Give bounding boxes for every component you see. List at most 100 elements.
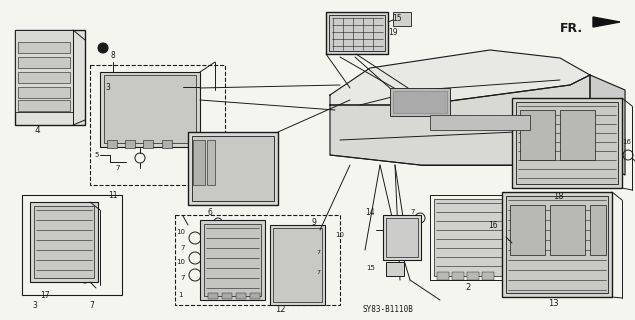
Text: 16: 16 [622, 139, 631, 145]
Circle shape [258, 194, 262, 198]
Circle shape [266, 194, 270, 198]
Text: 15: 15 [392, 13, 402, 22]
Circle shape [234, 146, 238, 150]
Circle shape [234, 178, 238, 182]
Circle shape [226, 186, 230, 190]
Circle shape [266, 154, 270, 158]
Circle shape [210, 178, 214, 182]
Circle shape [218, 162, 222, 166]
Text: 12: 12 [275, 306, 285, 315]
Bar [162, 140, 172, 148]
Bar [236, 293, 246, 299]
Circle shape [218, 146, 222, 150]
Text: 7: 7 [316, 250, 320, 254]
Text: 7: 7 [316, 269, 320, 275]
Bar [18, 42, 70, 53]
Bar [175, 215, 340, 305]
Circle shape [226, 194, 230, 198]
Bar [434, 199, 506, 276]
Bar [250, 293, 260, 299]
Bar [15, 30, 85, 125]
Bar [222, 293, 232, 299]
Circle shape [100, 45, 105, 51]
Text: 4: 4 [34, 125, 40, 134]
Text: 10: 10 [176, 259, 185, 265]
Bar [104, 75, 196, 143]
Circle shape [218, 154, 222, 158]
Circle shape [194, 194, 198, 198]
Circle shape [202, 170, 206, 174]
Bar [452, 272, 464, 280]
Circle shape [234, 186, 238, 190]
Circle shape [194, 138, 198, 142]
Circle shape [242, 186, 246, 190]
Bar [193, 140, 205, 185]
Circle shape [250, 154, 254, 158]
Circle shape [226, 154, 230, 158]
Circle shape [266, 170, 270, 174]
Circle shape [226, 146, 230, 150]
Bar [15, 30, 73, 112]
Text: 3: 3 [105, 83, 110, 92]
Bar [467, 272, 479, 280]
Circle shape [250, 178, 254, 182]
Bar [550, 205, 585, 255]
Polygon shape [330, 75, 590, 165]
Bar [90, 65, 225, 185]
Bar [393, 12, 411, 26]
Circle shape [234, 154, 238, 158]
Circle shape [218, 138, 222, 142]
Circle shape [218, 170, 222, 174]
Bar [512, 98, 622, 188]
Circle shape [210, 194, 214, 198]
Circle shape [242, 138, 246, 142]
Text: 7: 7 [90, 300, 95, 309]
Circle shape [194, 178, 198, 182]
Circle shape [202, 178, 206, 182]
Bar [208, 293, 218, 299]
Bar [560, 110, 595, 160]
Circle shape [202, 194, 206, 198]
Bar [207, 140, 215, 185]
Text: 18: 18 [552, 191, 563, 201]
Bar [100, 72, 200, 147]
Text: 19: 19 [388, 28, 398, 36]
Circle shape [266, 162, 270, 166]
Circle shape [226, 138, 230, 142]
Text: FR.: FR. [560, 22, 583, 35]
Circle shape [234, 170, 238, 174]
Circle shape [194, 186, 198, 190]
Circle shape [242, 170, 246, 174]
Circle shape [258, 138, 262, 142]
Bar [270, 225, 325, 305]
Text: 10: 10 [335, 232, 345, 238]
Circle shape [202, 154, 206, 158]
Circle shape [266, 138, 270, 142]
Bar [192, 136, 274, 201]
Circle shape [266, 186, 270, 190]
Circle shape [242, 154, 246, 158]
Circle shape [202, 162, 206, 166]
Bar [204, 224, 261, 296]
Text: 5: 5 [95, 152, 99, 158]
Circle shape [242, 162, 246, 166]
Polygon shape [330, 50, 590, 105]
Circle shape [250, 194, 254, 198]
Polygon shape [590, 75, 625, 175]
Circle shape [226, 178, 230, 182]
Bar [520, 110, 555, 160]
Circle shape [266, 146, 270, 150]
Text: 1: 1 [178, 292, 183, 298]
Circle shape [202, 186, 206, 190]
Bar [30, 202, 98, 282]
Bar [390, 88, 450, 116]
Bar [386, 218, 418, 257]
Bar [383, 215, 421, 260]
Bar [143, 140, 153, 148]
Circle shape [250, 146, 254, 150]
Circle shape [250, 138, 254, 142]
Circle shape [250, 186, 254, 190]
Bar [200, 220, 265, 300]
Circle shape [258, 170, 262, 174]
Text: 15: 15 [366, 265, 375, 271]
